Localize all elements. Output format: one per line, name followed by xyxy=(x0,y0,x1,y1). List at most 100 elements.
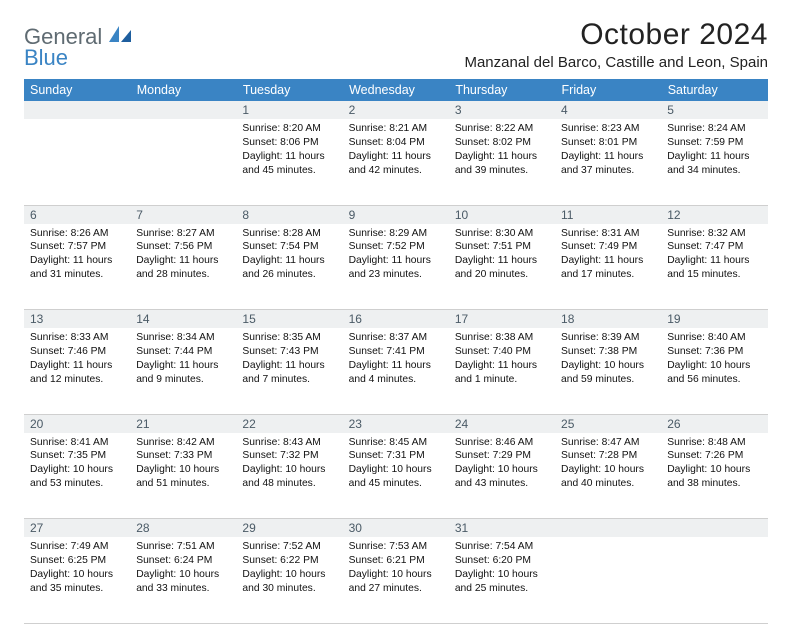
daylight-line: Daylight: 10 hours and 51 minutes. xyxy=(136,463,230,491)
sunrise-line: Sunrise: 7:49 AM xyxy=(30,540,124,554)
sunset-line: Sunset: 7:49 PM xyxy=(561,240,655,254)
day-cell: Sunrise: 8:24 AMSunset: 7:59 PMDaylight:… xyxy=(661,119,767,205)
day-number-cell: 24 xyxy=(449,414,555,433)
day-cell: Sunrise: 8:33 AMSunset: 7:46 PMDaylight:… xyxy=(24,328,130,414)
daylight-line: Daylight: 11 hours and 20 minutes. xyxy=(455,254,549,282)
daylight-line: Daylight: 11 hours and 31 minutes. xyxy=(30,254,124,282)
sunset-line: Sunset: 7:31 PM xyxy=(349,449,443,463)
day-number-cell: 20 xyxy=(24,414,130,433)
day-cell: Sunrise: 8:48 AMSunset: 7:26 PMDaylight:… xyxy=(661,433,767,519)
day-number-cell: 12 xyxy=(661,205,767,224)
day-number-cell: 26 xyxy=(661,414,767,433)
sunset-line: Sunset: 7:56 PM xyxy=(136,240,230,254)
sunrise-line: Sunrise: 8:35 AM xyxy=(242,331,336,345)
day-cell: Sunrise: 8:41 AMSunset: 7:35 PMDaylight:… xyxy=(24,433,130,519)
day-details: Sunrise: 8:30 AMSunset: 7:51 PMDaylight:… xyxy=(449,224,555,287)
day-details: Sunrise: 7:54 AMSunset: 6:20 PMDaylight:… xyxy=(449,537,555,600)
sunrise-line: Sunrise: 8:20 AM xyxy=(242,122,336,136)
day-cell: Sunrise: 8:30 AMSunset: 7:51 PMDaylight:… xyxy=(449,224,555,310)
daylight-line: Daylight: 10 hours and 45 minutes. xyxy=(349,463,443,491)
sunrise-line: Sunrise: 8:28 AM xyxy=(242,227,336,241)
day-cell: Sunrise: 8:43 AMSunset: 7:32 PMDaylight:… xyxy=(236,433,342,519)
day-details: Sunrise: 8:39 AMSunset: 7:38 PMDaylight:… xyxy=(555,328,661,391)
day-cell: Sunrise: 8:42 AMSunset: 7:33 PMDaylight:… xyxy=(130,433,236,519)
sunrise-line: Sunrise: 8:29 AM xyxy=(349,227,443,241)
sunset-line: Sunset: 6:20 PM xyxy=(455,554,549,568)
day-number-cell: 31 xyxy=(449,519,555,538)
sunrise-line: Sunrise: 8:27 AM xyxy=(136,227,230,241)
calendar-page: General Blue October 2024 Manzanal del B… xyxy=(0,0,792,624)
day-details: Sunrise: 8:31 AMSunset: 7:49 PMDaylight:… xyxy=(555,224,661,287)
calendar-body: 12345Sunrise: 8:20 AMSunset: 8:06 PMDayl… xyxy=(24,101,768,623)
daylight-line: Daylight: 10 hours and 33 minutes. xyxy=(136,568,230,596)
daylight-line: Daylight: 11 hours and 12 minutes. xyxy=(30,359,124,387)
day-details: Sunrise: 8:35 AMSunset: 7:43 PMDaylight:… xyxy=(236,328,342,391)
sunset-line: Sunset: 7:57 PM xyxy=(30,240,124,254)
logo-text: General Blue xyxy=(24,24,133,69)
day-number-cell: 11 xyxy=(555,205,661,224)
sunset-line: Sunset: 8:06 PM xyxy=(242,136,336,150)
day-cell: Sunrise: 8:39 AMSunset: 7:38 PMDaylight:… xyxy=(555,328,661,414)
day-body-row: Sunrise: 8:20 AMSunset: 8:06 PM Daylight:… xyxy=(24,119,768,205)
day-cell: Sunrise: 8:28 AMSunset: 7:54 PMDaylight:… xyxy=(236,224,342,310)
day-body-row: Sunrise: 7:49 AMSunset: 6:25 PMDaylight:… xyxy=(24,537,768,623)
day-body-row: Sunrise: 8:26 AMSunset: 7:57 PMDaylight:… xyxy=(24,224,768,310)
day-number-cell: 4 xyxy=(555,101,661,119)
weekday-header: Friday xyxy=(555,79,661,101)
day-number-cell: 10 xyxy=(449,205,555,224)
day-number-cell: 1 xyxy=(236,101,342,119)
day-number-cell: 3 xyxy=(449,101,555,119)
weekday-header: Sunday xyxy=(24,79,130,101)
daylight-line: Daylight: 10 hours and 30 minutes. xyxy=(242,568,336,596)
day-number-row: 12345 xyxy=(24,101,768,119)
day-cell: Sunrise: 8:31 AMSunset: 7:49 PMDaylight:… xyxy=(555,224,661,310)
logo-blue: Blue xyxy=(24,47,133,69)
weekday-header: Saturday xyxy=(661,79,767,101)
sunset-line: Sunset: 7:26 PM xyxy=(667,449,761,463)
daylight-line: Daylight: 11 hours and 4 minutes. xyxy=(349,359,443,387)
day-number-cell: 30 xyxy=(343,519,449,538)
day-number-cell: 9 xyxy=(343,205,449,224)
day-cell: Sunrise: 8:32 AMSunset: 7:47 PMDaylight:… xyxy=(661,224,767,310)
sunrise-line: Sunrise: 8:22 AM xyxy=(455,122,549,136)
day-cell: Sunrise: 8:35 AMSunset: 7:43 PMDaylight:… xyxy=(236,328,342,414)
daylight-line: Daylight: 10 hours and 43 minutes. xyxy=(455,463,549,491)
daylight-line: Daylight: 11 hours and 26 minutes. xyxy=(242,254,336,282)
day-cell: Sunrise: 8:27 AMSunset: 7:56 PMDaylight:… xyxy=(130,224,236,310)
day-number-cell: 15 xyxy=(236,310,342,329)
day-number-row: 20212223242526 xyxy=(24,414,768,433)
sunset-line: Sunset: 7:40 PM xyxy=(455,345,549,359)
day-number-cell: 6 xyxy=(24,205,130,224)
day-details: Sunrise: 7:49 AMSunset: 6:25 PMDaylight:… xyxy=(24,537,130,600)
day-number-cell: 28 xyxy=(130,519,236,538)
sunrise-line: Sunrise: 8:21 AM xyxy=(349,122,443,136)
day-number-cell: 5 xyxy=(661,101,767,119)
day-number-cell: 16 xyxy=(343,310,449,329)
daylight-line: Daylight: 10 hours and 27 minutes. xyxy=(349,568,443,596)
day-number-cell: 25 xyxy=(555,414,661,433)
sunset-line: Sunset: 7:46 PM xyxy=(30,345,124,359)
day-number-row: 6789101112 xyxy=(24,205,768,224)
day-details: Sunrise: 8:45 AMSunset: 7:31 PMDaylight:… xyxy=(343,433,449,496)
day-number-cell: 13 xyxy=(24,310,130,329)
sunset-line: Sunset: 8:02 PM xyxy=(455,136,549,150)
day-cell: Sunrise: 8:22 AMSunset: 8:02 PMDaylight:… xyxy=(449,119,555,205)
weekday-header: Tuesday xyxy=(236,79,342,101)
daylight-line: Daylight: 11 hours and 15 minutes. xyxy=(667,254,761,282)
sunrise-line: Sunrise: 8:42 AM xyxy=(136,436,230,450)
sunrise-line: Sunrise: 8:33 AM xyxy=(30,331,124,345)
day-details: Sunrise: 8:24 AMSunset: 7:59 PMDaylight:… xyxy=(661,119,767,182)
day-number-cell: 2 xyxy=(343,101,449,119)
sunrise-line: Sunrise: 8:24 AM xyxy=(667,122,761,136)
day-details: Sunrise: 8:37 AMSunset: 7:41 PMDaylight:… xyxy=(343,328,449,391)
daylight-line: Daylight: 11 hours and 37 minutes. xyxy=(561,150,655,178)
day-cell xyxy=(661,537,767,623)
daylight-line: Daylight: 11 hours and 34 minutes. xyxy=(667,150,761,178)
day-number-cell: 22 xyxy=(236,414,342,433)
day-number-cell: 18 xyxy=(555,310,661,329)
month-title: October 2024 xyxy=(464,18,768,52)
day-body-row: Sunrise: 8:41 AMSunset: 7:35 PMDaylight:… xyxy=(24,433,768,519)
day-cell: Sunrise: 7:49 AMSunset: 6:25 PMDaylight:… xyxy=(24,537,130,623)
sunset-line: Sunset: 6:22 PM xyxy=(242,554,336,568)
day-details: Sunrise: 8:28 AMSunset: 7:54 PMDaylight:… xyxy=(236,224,342,287)
